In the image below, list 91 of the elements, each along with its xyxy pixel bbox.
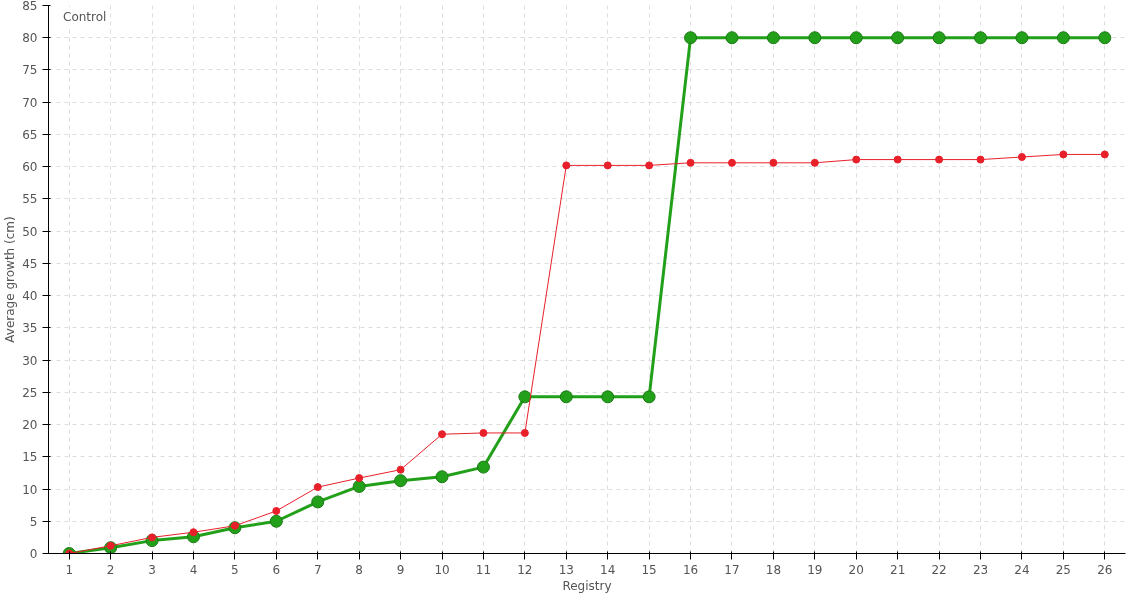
point — [1059, 150, 1068, 159]
y-tick-label: 30 — [22, 353, 38, 368]
point — [355, 474, 364, 483]
point — [642, 390, 656, 404]
point — [766, 31, 780, 45]
x-tick-label: 19 — [807, 562, 823, 577]
point — [435, 470, 449, 484]
y-tick-label: 50 — [22, 224, 38, 239]
y-tick-label: 5 — [29, 514, 38, 529]
point — [893, 155, 902, 164]
y-tick-label: 0 — [29, 547, 38, 561]
point — [520, 428, 529, 437]
point — [562, 161, 571, 170]
point — [769, 158, 778, 167]
point — [518, 390, 532, 404]
y-tick-label: 60 — [22, 160, 38, 175]
x-tick-label: 6 — [272, 562, 281, 577]
x-tick-label: 14 — [600, 562, 616, 577]
x-tick-label: 4 — [189, 562, 198, 577]
y-tick-label: 10 — [22, 482, 38, 497]
point — [932, 31, 946, 45]
point — [272, 506, 281, 515]
y-tick-label: 55 — [22, 192, 38, 207]
x-tick-label: 20 — [848, 562, 864, 577]
point — [1015, 31, 1029, 45]
x-tick-label: 10 — [434, 562, 450, 577]
point — [891, 31, 905, 45]
point — [976, 155, 985, 164]
point — [311, 495, 325, 509]
y-axis-title: Average growth (cm) — [3, 216, 18, 343]
x-tick-label: 16 — [682, 562, 699, 577]
x-tick-label: 9 — [396, 562, 405, 577]
point — [725, 31, 739, 45]
point — [808, 31, 822, 45]
point — [438, 430, 447, 439]
point — [810, 158, 819, 167]
x-tick-label: 22 — [931, 562, 947, 577]
point — [974, 31, 988, 45]
point — [189, 528, 198, 537]
x-tick-label: 25 — [1055, 562, 1072, 577]
x-tick-label: 5 — [231, 562, 239, 577]
point — [269, 514, 283, 528]
y-tick-label: 85 — [22, 0, 38, 13]
x-tick-label: 12 — [517, 562, 533, 577]
x-tick-label: 21 — [890, 562, 906, 577]
x-tick-label: 23 — [972, 562, 989, 577]
point — [645, 161, 654, 170]
point — [476, 460, 490, 474]
point — [1098, 31, 1112, 45]
point — [559, 390, 573, 404]
y-tick-label: 25 — [22, 385, 38, 400]
x-tick-label: 11 — [475, 562, 492, 577]
x-tick-label: 7 — [313, 562, 322, 577]
point — [1017, 153, 1026, 161]
x-tick-label: 8 — [355, 562, 363, 577]
point — [684, 31, 698, 45]
y-tick-label: 80 — [22, 31, 38, 46]
x-tick-label: 15 — [641, 562, 657, 577]
text: Control — [63, 10, 107, 24]
x-tick-label: 2 — [106, 562, 115, 577]
point — [849, 31, 863, 45]
point — [394, 474, 408, 488]
x-tick-label: 18 — [765, 562, 782, 577]
y-tick-label: 35 — [22, 321, 38, 336]
y-tick-label: 20 — [22, 418, 38, 433]
y-tick-label: 65 — [22, 127, 38, 142]
point — [479, 428, 488, 437]
point — [686, 158, 695, 167]
point — [313, 483, 322, 492]
y-tick-label: 75 — [22, 63, 38, 78]
point — [603, 161, 612, 170]
point — [935, 155, 944, 164]
x-tick-label: 13 — [558, 562, 574, 577]
y-tick-label: 15 — [22, 450, 38, 465]
point — [727, 158, 736, 167]
y-tick-label: 45 — [22, 256, 38, 271]
x-tick-label: 3 — [148, 562, 156, 577]
point — [1056, 31, 1070, 45]
point — [396, 465, 405, 474]
y-tick-label: 70 — [22, 95, 38, 110]
x-tick-label: 24 — [1014, 562, 1030, 577]
x-tick-label: 26 — [1097, 562, 1113, 577]
x-tick-label: 1 — [65, 562, 74, 577]
y-tick-label: 40 — [22, 289, 38, 304]
point — [352, 479, 366, 493]
point — [1100, 150, 1109, 159]
point — [601, 390, 615, 404]
point — [106, 541, 115, 550]
x-tick-label: 17 — [724, 562, 740, 577]
point — [852, 155, 861, 164]
x-axis-title: Registry — [562, 578, 612, 593]
